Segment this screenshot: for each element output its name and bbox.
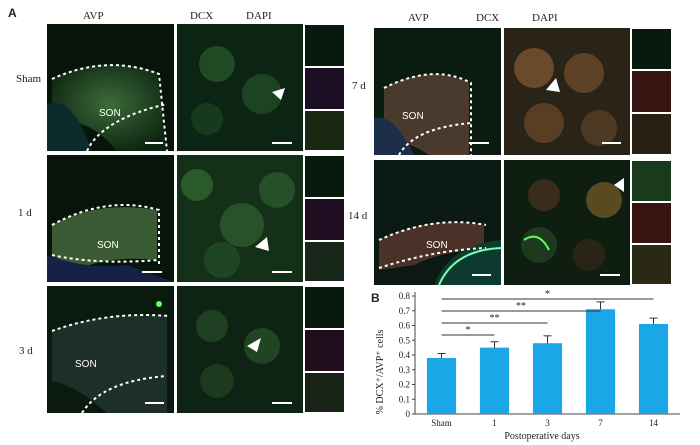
- header-dapi-right: DAPI: [532, 12, 558, 24]
- day1-low-mag-image: SON: [47, 155, 174, 282]
- y-tick-label: 0.3: [399, 365, 411, 375]
- x-tick-label: 14: [649, 418, 659, 428]
- day7-avp-inset: [631, 28, 672, 70]
- x-tick-label: 7: [598, 418, 603, 428]
- header-dcx-left: DCX: [190, 10, 214, 22]
- bar: [426, 357, 457, 414]
- row-label-14d: 14 d: [348, 210, 368, 222]
- panel-a-label: A: [8, 6, 17, 20]
- day14-high-mag-image: [504, 160, 630, 285]
- day7-son-label: SON: [402, 111, 424, 122]
- y-tick-label: 0.5: [399, 335, 411, 345]
- day7-dcx-inset: [631, 70, 672, 113]
- day1-dapi-inset: [304, 241, 345, 282]
- day1-dcx-inset: [304, 198, 345, 241]
- day3-dapi-inset: [304, 372, 345, 413]
- header-dcx-right: DCX: [476, 12, 500, 24]
- sham-dcx-inset: [304, 67, 345, 110]
- day7-dapi-inset: [631, 113, 672, 155]
- sham-dapi-inset: [304, 110, 345, 151]
- day3-low-mag-image: SON: [47, 286, 174, 413]
- day14-low-mag-image: SON: [374, 160, 501, 285]
- day1-avp-inset: [304, 155, 345, 198]
- y-tick-label: 0.6: [399, 321, 411, 331]
- x-tick-label: 3: [545, 418, 550, 428]
- y-tick-label: 0.4: [399, 350, 411, 360]
- day7-low-mag-image: SON: [374, 28, 501, 155]
- header-avp-left: AVP: [83, 10, 104, 22]
- row-label-3d: 3 d: [19, 345, 33, 357]
- day3-dcx-inset: [304, 329, 345, 372]
- day14-dcx-inset: [631, 202, 672, 244]
- day3-high-mag-image: [177, 286, 303, 413]
- sham-son-label: SON: [99, 108, 121, 119]
- day1-son-label: SON: [97, 240, 119, 251]
- bar: [532, 343, 563, 414]
- bar: [638, 324, 669, 414]
- y-axis-label: % DCX⁺/AVP⁺ cells: [375, 329, 386, 414]
- bar-chart: % DCX⁺/AVP⁺ cells Postoperative days 0 0.…: [375, 289, 680, 442]
- header-dapi-left: DAPI: [246, 10, 272, 22]
- sham-avp-inset: [304, 24, 345, 67]
- bar: [479, 347, 510, 414]
- day1-high-mag-image: [177, 155, 303, 282]
- row-label-sham: Sham: [16, 73, 42, 85]
- x-tick-label: Sham: [431, 418, 452, 428]
- day3-avp-inset: [304, 286, 345, 329]
- y-tick-label: 0.7: [399, 306, 411, 316]
- day14-avp-inset: [631, 160, 672, 202]
- row-label-7d: 7 d: [352, 80, 366, 92]
- day14-dapi-inset: [631, 244, 672, 285]
- day7-high-mag-image: [504, 28, 630, 155]
- day3-son-label: SON: [75, 359, 97, 370]
- y-tick-label: 0.1: [399, 394, 410, 404]
- sham-high-mag-image: [177, 24, 303, 151]
- day14-son-label: SON: [426, 240, 448, 251]
- y-tick-label: 0.8: [399, 291, 411, 301]
- header-avp-right: AVP: [408, 12, 429, 24]
- significance-label: *: [545, 289, 550, 300]
- x-axis-label: Postoperative days: [504, 431, 579, 442]
- significance-label: *: [466, 325, 471, 336]
- row-label-1d: 1 d: [18, 207, 32, 219]
- y-tick-label: 0.2: [399, 380, 410, 390]
- x-tick-label: 1: [492, 418, 497, 428]
- sham-low-mag-image: SON: [47, 24, 174, 151]
- significance-label: **: [490, 313, 500, 324]
- panel-b-label: B: [371, 291, 380, 305]
- y-tick-label: 0: [406, 409, 411, 419]
- bar: [585, 309, 616, 414]
- significance-label: **: [516, 301, 526, 312]
